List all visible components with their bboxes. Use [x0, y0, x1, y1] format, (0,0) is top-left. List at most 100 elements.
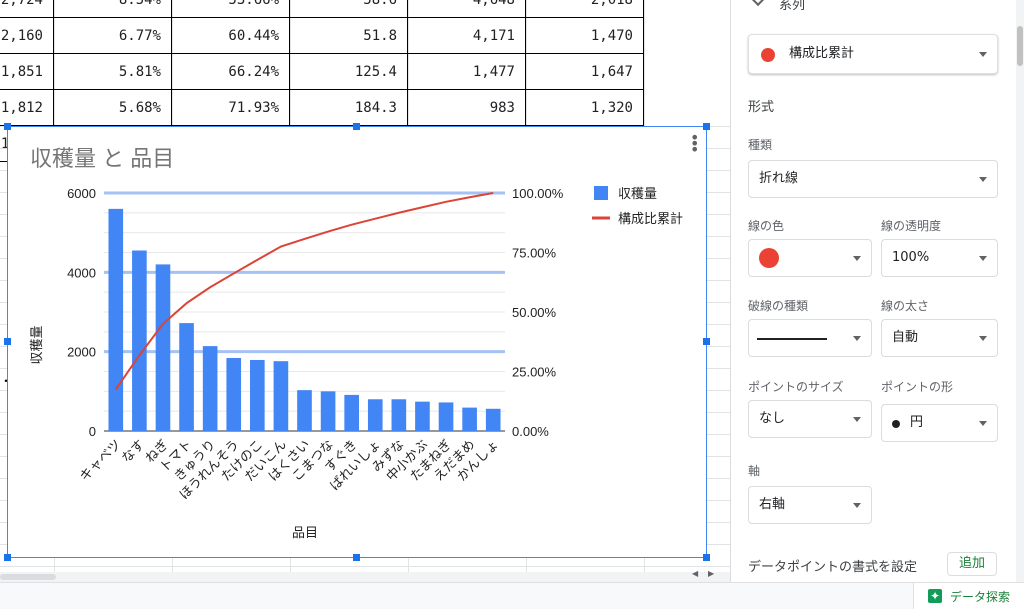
- explore-label: データ探索: [949, 589, 1010, 604]
- chevron-down-icon: [853, 256, 861, 261]
- line-opacity-select[interactable]: 100%: [881, 239, 998, 277]
- bar: [485, 408, 501, 431]
- table-cell[interactable]: 2,724: [0, 0, 54, 18]
- legend-label: 収穫量: [618, 187, 657, 202]
- series-select[interactable]: 構成比累計: [748, 34, 998, 74]
- chevron-down-icon: [979, 256, 987, 261]
- bar: [438, 402, 454, 431]
- series-chevron-icon[interactable]: [750, 0, 766, 7]
- solid-line-icon: [757, 338, 827, 340]
- point-size-select[interactable]: なし: [748, 400, 872, 438]
- horizontal-scrollbar-thumb[interactable]: [0, 574, 56, 580]
- explore-button[interactable]: ✦ データ探索: [913, 583, 1024, 609]
- table-cell[interactable]: 1,470: [526, 18, 644, 54]
- resize-handle-bottom-left[interactable]: [4, 554, 11, 561]
- scroll-left-icon[interactable]: ◀: [692, 569, 699, 578]
- table-cell[interactable]: 1,812: [0, 90, 54, 126]
- chart[interactable]: 収穫量 と 品目 • • • 0 2000 4000 6000 0.00% 25.00% 50.…: [7, 126, 707, 558]
- x-tick-label: なす: [119, 437, 148, 466]
- line-thickness-select[interactable]: 自動: [881, 319, 998, 357]
- add-datapoint-button[interactable]: 追加: [947, 552, 997, 576]
- axis-select[interactable]: 右軸: [748, 486, 872, 524]
- type-label: 種類: [748, 138, 773, 152]
- bar: [344, 394, 359, 431]
- table-cell[interactable]: 5.81%: [54, 54, 172, 90]
- panel-scrollbar-thumb[interactable]: [1017, 26, 1023, 66]
- line-opacity-value: 100%: [892, 250, 930, 265]
- point-shape-value: 円: [910, 415, 924, 430]
- table-cell[interactable]: 2,018: [526, 0, 644, 18]
- chevron-down-icon: [853, 503, 861, 508]
- table-cell[interactable]: 60.44%: [172, 18, 290, 54]
- table-cell[interactable]: 53.66%: [172, 0, 290, 18]
- panel-scrollbar[interactable]: [1016, 0, 1024, 582]
- table-cell[interactable]: 184.3: [290, 90, 408, 126]
- table-cell[interactable]: 6.77%: [54, 18, 172, 54]
- line-opacity-label: 線の透明度: [881, 219, 942, 233]
- table-cell[interactable]: 51.8: [290, 18, 408, 54]
- bar: [226, 358, 242, 431]
- explore-icon: ✦: [927, 589, 942, 603]
- bar: [179, 323, 194, 431]
- line-color-select[interactable]: [748, 239, 872, 277]
- point-size-value: なし: [759, 411, 786, 426]
- y-tick-label: 0: [89, 424, 96, 439]
- table-cell[interactable]: 2,160: [0, 18, 54, 54]
- chart-editor-panel: 系列 構成比累計 形式 種類 折れ線 線の色 線の透明度 100% 破線の種類 …: [730, 0, 1024, 582]
- table-cell[interactable]: 58.6: [290, 0, 408, 18]
- series-color-dot: [761, 48, 775, 62]
- table-cell[interactable]: 1,647: [526, 54, 644, 90]
- table-cell[interactable]: 983: [408, 90, 526, 126]
- table-cell[interactable]: 66.24%: [172, 54, 290, 90]
- table-cell[interactable]: 8.54%: [54, 0, 172, 18]
- format-section-title: 形式: [748, 100, 775, 115]
- bar: [415, 401, 430, 431]
- resize-handle-bottom-center[interactable]: [353, 554, 360, 561]
- dash-type-select[interactable]: [748, 319, 872, 357]
- chart-menu-button[interactable]: • • •: [690, 128, 700, 159]
- resize-handle-top-left[interactable]: [4, 123, 11, 130]
- resize-handle-top-right[interactable]: [703, 123, 710, 130]
- resize-handle-middle-left[interactable]: [4, 338, 11, 345]
- table-row: 1,851 5.81% 66.24% 125.4 1,477 1,647: [0, 54, 644, 90]
- scroll-right-icon[interactable]: ▶: [708, 569, 715, 578]
- bar: [132, 250, 147, 431]
- y2-tick-label: 50.00%: [512, 305, 557, 320]
- circle-shape-icon: [892, 420, 900, 428]
- type-select[interactable]: 折れ線: [748, 160, 998, 198]
- line-thickness-value: 自動: [892, 330, 919, 345]
- table-cell[interactable]: 1,320: [526, 90, 644, 126]
- point-shape-label: ポイントの形: [881, 380, 954, 394]
- chart-title: 収穫量 と 品目: [30, 146, 175, 171]
- y2-tick-label: 75.00%: [512, 246, 557, 261]
- bar: [202, 346, 218, 431]
- datapoint-format-label: データポイントの書式を設定: [748, 560, 918, 575]
- x-tick-label: キャベツ: [77, 437, 124, 484]
- bar: [250, 359, 265, 431]
- table-cell[interactable]: 4,171: [408, 18, 526, 54]
- y-tick-label: 2000: [67, 345, 96, 360]
- table-row: 1,812 5.68% 71.93% 184.3 983 1,320: [0, 90, 644, 126]
- table-cell[interactable]: 1,851: [0, 54, 54, 90]
- table-cell[interactable]: 1,477: [408, 54, 526, 90]
- point-shape-select[interactable]: 円: [881, 404, 998, 442]
- line-color-label: 線の色: [748, 219, 785, 233]
- bar: [108, 208, 124, 431]
- chevron-down-icon: [979, 421, 987, 426]
- horizontal-scrollbar[interactable]: [0, 572, 730, 582]
- bar: [273, 361, 289, 431]
- axis-value: 右軸: [759, 497, 786, 512]
- resize-handle-top-center[interactable]: [353, 123, 360, 130]
- y-axis-title: 収穫量: [30, 325, 45, 364]
- resize-handle-middle-right[interactable]: [703, 338, 710, 345]
- table-cell[interactable]: 4,648: [408, 0, 526, 18]
- grid-row-line: [0, 566, 730, 567]
- table-cell[interactable]: 71.93%: [172, 90, 290, 126]
- table-cell[interactable]: 125.4: [290, 54, 408, 90]
- resize-handle-bottom-right[interactable]: [703, 554, 710, 561]
- table-cell[interactable]: 5.68%: [54, 90, 172, 126]
- chevron-down-icon: [979, 177, 987, 182]
- series-section-header[interactable]: 系列: [779, 0, 806, 13]
- point-size-label: ポイントのサイズ: [748, 380, 844, 394]
- spreadsheet-grid[interactable]: 2,724 8.54% 53.66% 58.6 4,648 2,018 2,160 6.77%…: [0, 0, 730, 572]
